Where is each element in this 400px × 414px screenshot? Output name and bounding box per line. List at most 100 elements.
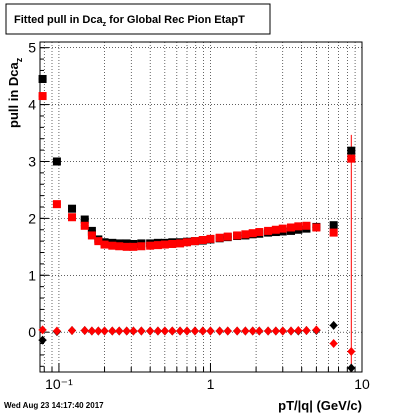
data-point-diamond — [278, 326, 287, 336]
data-point-diamond — [347, 347, 356, 357]
data-point-square — [347, 146, 356, 155]
data-point-square — [38, 92, 47, 101]
y-tick-label: 0 — [28, 324, 36, 340]
data-point-square — [271, 225, 280, 234]
data-point-diamond — [329, 320, 338, 330]
data-point-square — [329, 228, 338, 237]
data-point-square — [160, 240, 169, 249]
data-point-square — [190, 237, 199, 246]
chart-title-main: Fitted pull in Dca — [14, 14, 103, 26]
data-point-square — [206, 234, 215, 243]
data-point-square — [100, 240, 109, 249]
data-point-square — [146, 241, 155, 250]
data-point-square — [233, 231, 242, 240]
data-point-square — [129, 242, 138, 251]
data-point-square — [137, 242, 146, 251]
data-point-diamond — [287, 326, 296, 336]
x-axis-label: pT/|q| (GeV/c) — [278, 398, 362, 413]
data-point-square — [122, 242, 131, 251]
data-point-diamond — [264, 326, 273, 336]
data-point-square — [302, 221, 311, 230]
data-point-square — [294, 222, 303, 231]
data-point-square — [223, 232, 232, 241]
data-point-diamond — [176, 326, 185, 336]
data-point-square — [87, 226, 96, 235]
chart-title-subscript: z — [103, 21, 107, 28]
data-point-square — [347, 154, 356, 163]
data-marks — [38, 74, 356, 373]
data-point-square — [264, 226, 273, 235]
data-point-square — [182, 238, 191, 247]
data-point-diamond — [215, 326, 224, 336]
data-point-diamond — [80, 325, 89, 335]
chart-title-suffix: for Global Rec Pion EtapT — [106, 14, 245, 26]
chart-title: Fitted pull in Dcaz for Global Rec Pion … — [14, 14, 245, 28]
data-point-diamond — [233, 326, 242, 336]
data-point-diamond — [122, 326, 131, 336]
data-point-diamond — [146, 326, 155, 336]
data-point-diamond — [100, 326, 109, 336]
y-tick-label: 1 — [28, 267, 36, 283]
data-point-square — [168, 239, 177, 248]
data-point-square — [52, 200, 61, 209]
data-point-square — [215, 233, 224, 242]
data-point-diamond — [160, 326, 169, 336]
y-tick-label: 3 — [28, 153, 36, 169]
data-point-diamond — [255, 326, 264, 336]
grid — [40, 42, 362, 372]
data-point-diamond — [137, 326, 146, 336]
data-point-square — [255, 228, 264, 237]
data-point-square — [80, 221, 89, 230]
data-point-diamond — [182, 326, 191, 336]
data-point-square — [329, 221, 338, 230]
data-point-diamond — [68, 325, 77, 335]
data-point-square — [312, 223, 321, 232]
data-point-diamond — [153, 326, 162, 336]
x-tick-label: 10⁻¹ — [45, 376, 73, 392]
y-axis-label: pull in Dcaz — [6, 57, 24, 128]
data-point-square — [68, 213, 77, 222]
x-tick-label: 1 — [207, 376, 215, 392]
data-point-diamond — [94, 326, 103, 336]
data-point-diamond — [108, 326, 117, 336]
data-point-square — [198, 236, 207, 244]
data-point-diamond — [223, 326, 232, 336]
data-point-square — [87, 231, 96, 240]
data-point-diamond — [271, 326, 280, 336]
data-point-diamond — [38, 335, 47, 345]
data-point-square — [241, 230, 250, 239]
data-point-diamond — [190, 326, 199, 336]
x-tick-label: 10 — [354, 376, 370, 392]
y-tick-label: 2 — [28, 210, 36, 226]
y-tick-label: 4 — [28, 97, 36, 113]
data-point-diamond — [329, 339, 338, 349]
footer-timestamp: Wed Aug 23 14:17:40 2017 — [4, 401, 104, 410]
data-point-square — [80, 215, 89, 224]
data-point-diamond — [168, 326, 177, 336]
y-axis-label-subscript: z — [14, 57, 24, 62]
data-point-diamond — [248, 326, 257, 336]
data-point-square — [115, 242, 124, 251]
data-point-square — [176, 239, 185, 248]
data-point-diamond — [206, 326, 215, 336]
data-point-square — [248, 229, 257, 238]
y-tick-label: 5 — [28, 40, 36, 56]
data-point-diamond — [115, 326, 124, 336]
data-point-square — [52, 157, 61, 166]
data-point-diamond — [38, 325, 47, 335]
data-point-diamond — [198, 326, 207, 336]
data-point-diamond — [312, 325, 321, 335]
data-point-diamond — [347, 363, 356, 373]
title-box — [5, 3, 271, 35]
data-point-diamond — [241, 326, 250, 336]
data-point-square — [38, 74, 47, 83]
data-point-square — [108, 241, 117, 250]
data-point-diamond — [302, 325, 311, 335]
data-point-square — [94, 237, 103, 246]
data-point-diamond — [294, 325, 303, 335]
y-axis-label-main: pull in Dca — [6, 62, 21, 129]
data-point-square — [278, 224, 287, 233]
data-point-diamond — [87, 326, 96, 336]
data-point-diamond — [129, 326, 138, 336]
